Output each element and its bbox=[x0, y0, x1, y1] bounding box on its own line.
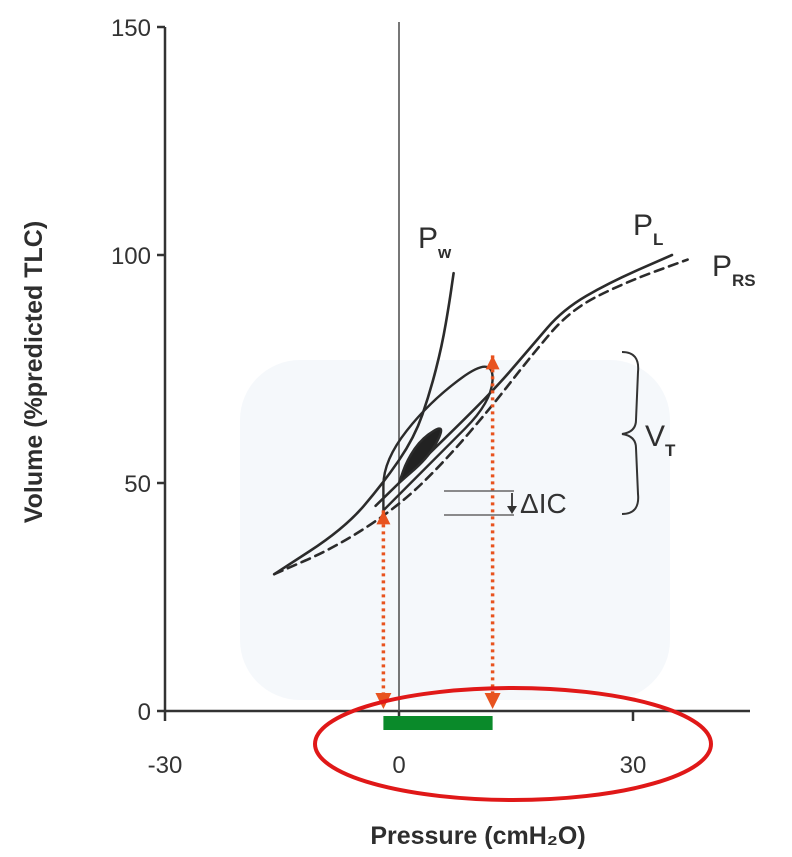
drop-arrowhead-top bbox=[485, 355, 500, 370]
x-tick-label: 30 bbox=[620, 752, 647, 779]
axes: 0 50 100 150 -30 0 30 bbox=[111, 15, 750, 779]
series-line-prs bbox=[272, 258, 689, 576]
drop-lines bbox=[313, 355, 713, 802]
x-tick-label: -30 bbox=[148, 752, 183, 779]
y-tick-label: 100 bbox=[111, 243, 151, 270]
x-axis-title: Pressure (cmH₂O) bbox=[370, 822, 585, 850]
labels: Pw PL PRS VT ΔIC bbox=[418, 209, 756, 519]
y-tick-label: 150 bbox=[111, 15, 151, 42]
y-tick-label: 0 bbox=[138, 699, 151, 726]
highlight-ellipse bbox=[313, 686, 713, 802]
delta-ic-arrow-head bbox=[507, 506, 517, 514]
series-label-prs: PRS bbox=[712, 250, 756, 290]
series-line-pw bbox=[272, 271, 455, 576]
x-tick-label: 0 bbox=[392, 752, 405, 779]
tidal-loop-rest bbox=[397, 427, 443, 485]
drop-arrowhead bbox=[484, 693, 501, 709]
vt-label: VT bbox=[645, 420, 676, 460]
y-axis-title: Volume (%predicted TLC) bbox=[20, 221, 48, 523]
series-label-pl: PL bbox=[633, 209, 663, 249]
vt-brace bbox=[621, 351, 640, 515]
delta-ic-label: ΔIC bbox=[520, 488, 567, 519]
y-tick-label: 50 bbox=[124, 471, 151, 498]
background-tint bbox=[240, 360, 670, 700]
series-label-pw: Pw bbox=[418, 222, 452, 262]
pressure-range-bar bbox=[383, 716, 493, 730]
drop-arrowhead-top bbox=[376, 510, 391, 525]
